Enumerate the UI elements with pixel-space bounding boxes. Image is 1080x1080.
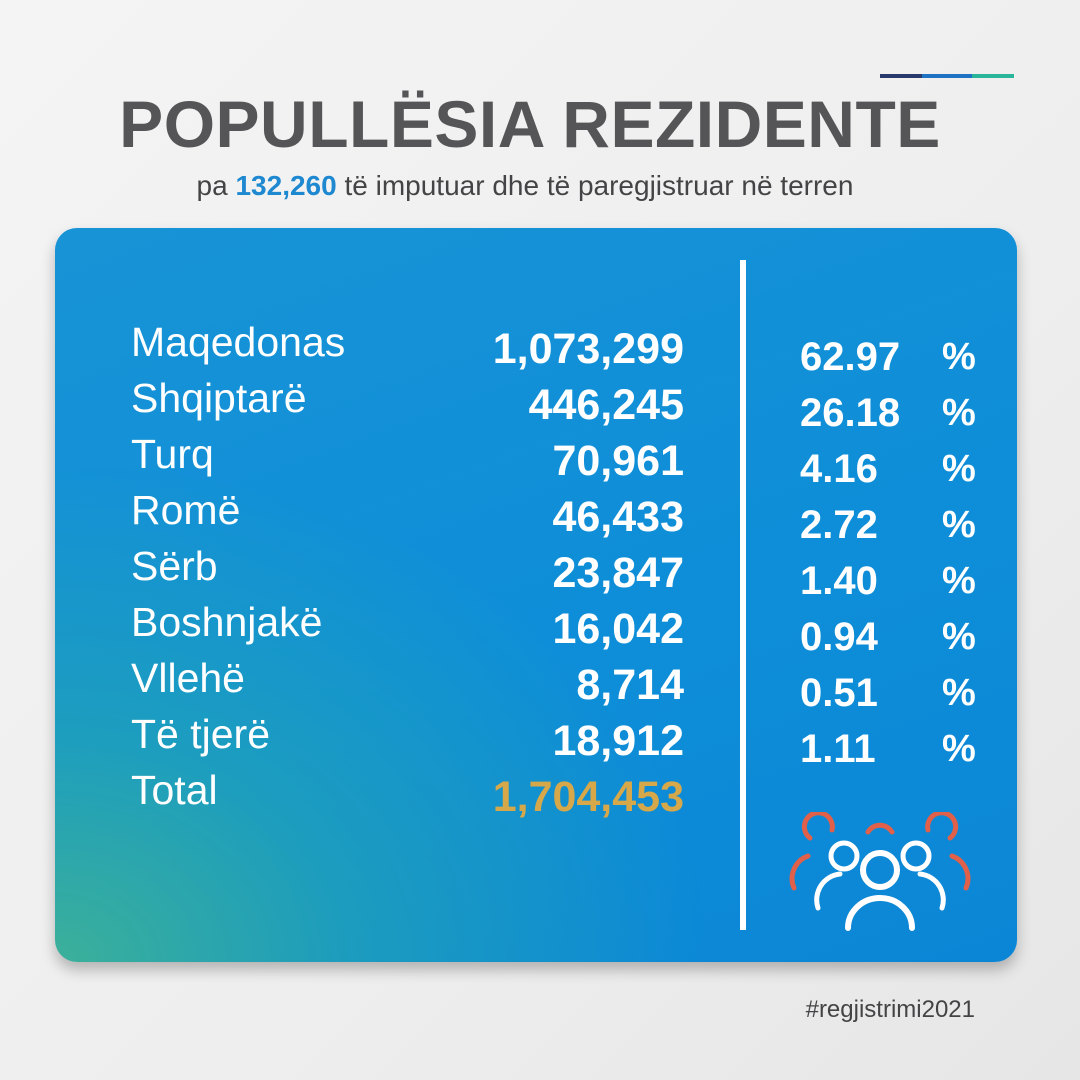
subtitle-suffix: të imputuar dhe të paregjistruar në terr… <box>344 170 854 201</box>
percent-sign: % <box>942 392 976 434</box>
percent-sign: % <box>942 448 976 490</box>
footer-hashtag: #regjistrimi2021 <box>805 996 975 1023</box>
column-divider <box>740 260 746 930</box>
row-percent: 0.94 <box>800 615 878 659</box>
percent-sign: % <box>942 504 976 546</box>
accent-line-navy <box>880 74 922 78</box>
percent-sign: % <box>942 560 976 602</box>
percent-sign: % <box>942 336 976 378</box>
row-percent: 62.97 <box>800 335 901 379</box>
row-label: Të tjerë <box>131 711 270 757</box>
percent-sign: % <box>942 728 976 770</box>
row-label: Boshnjakë <box>131 599 323 645</box>
row-value: 16,042 <box>552 605 684 653</box>
row-value: 18,912 <box>552 717 684 765</box>
row-percent: 2.72 <box>800 503 878 547</box>
subtitle: pa 132,260 të imputuar dhe të paregjistr… <box>0 168 1050 204</box>
accent-line-blue <box>922 74 972 78</box>
row-value: 70,961 <box>552 437 684 485</box>
total-label: Total <box>131 767 218 813</box>
row-value: 1,073,299 <box>492 325 684 373</box>
row-percent: 1.11 <box>800 727 876 771</box>
total-value: 1,704,453 <box>492 773 684 821</box>
subtitle-highlight-number: 132,260 <box>235 170 337 201</box>
percent-sign: % <box>942 672 976 714</box>
row-label: Romë <box>131 487 241 533</box>
subtitle-prefix: pa <box>196 170 228 201</box>
row-value: 23,847 <box>552 549 684 597</box>
row-value: 46,433 <box>552 493 684 541</box>
row-percent: 0.51 <box>800 671 878 715</box>
row-label: Turq <box>131 431 214 477</box>
row-label: Shqiptarë <box>131 375 307 421</box>
stats-card <box>55 228 1017 962</box>
row-value: 8,714 <box>576 661 684 709</box>
row-label: Sërb <box>131 543 218 589</box>
page-title: POPULLËSIA REZIDENTE <box>119 87 941 161</box>
row-percent: 1.40 <box>800 559 878 603</box>
accent-line-green <box>972 74 1014 78</box>
row-percent: 4.16 <box>800 447 878 491</box>
people-group-icon <box>789 812 971 931</box>
percent-sign: % <box>942 616 976 658</box>
row-label: Maqedonas <box>131 319 346 365</box>
row-label: Vllehë <box>131 655 245 701</box>
row-value: 446,245 <box>528 381 684 429</box>
row-percent: 26.18 <box>800 391 901 435</box>
